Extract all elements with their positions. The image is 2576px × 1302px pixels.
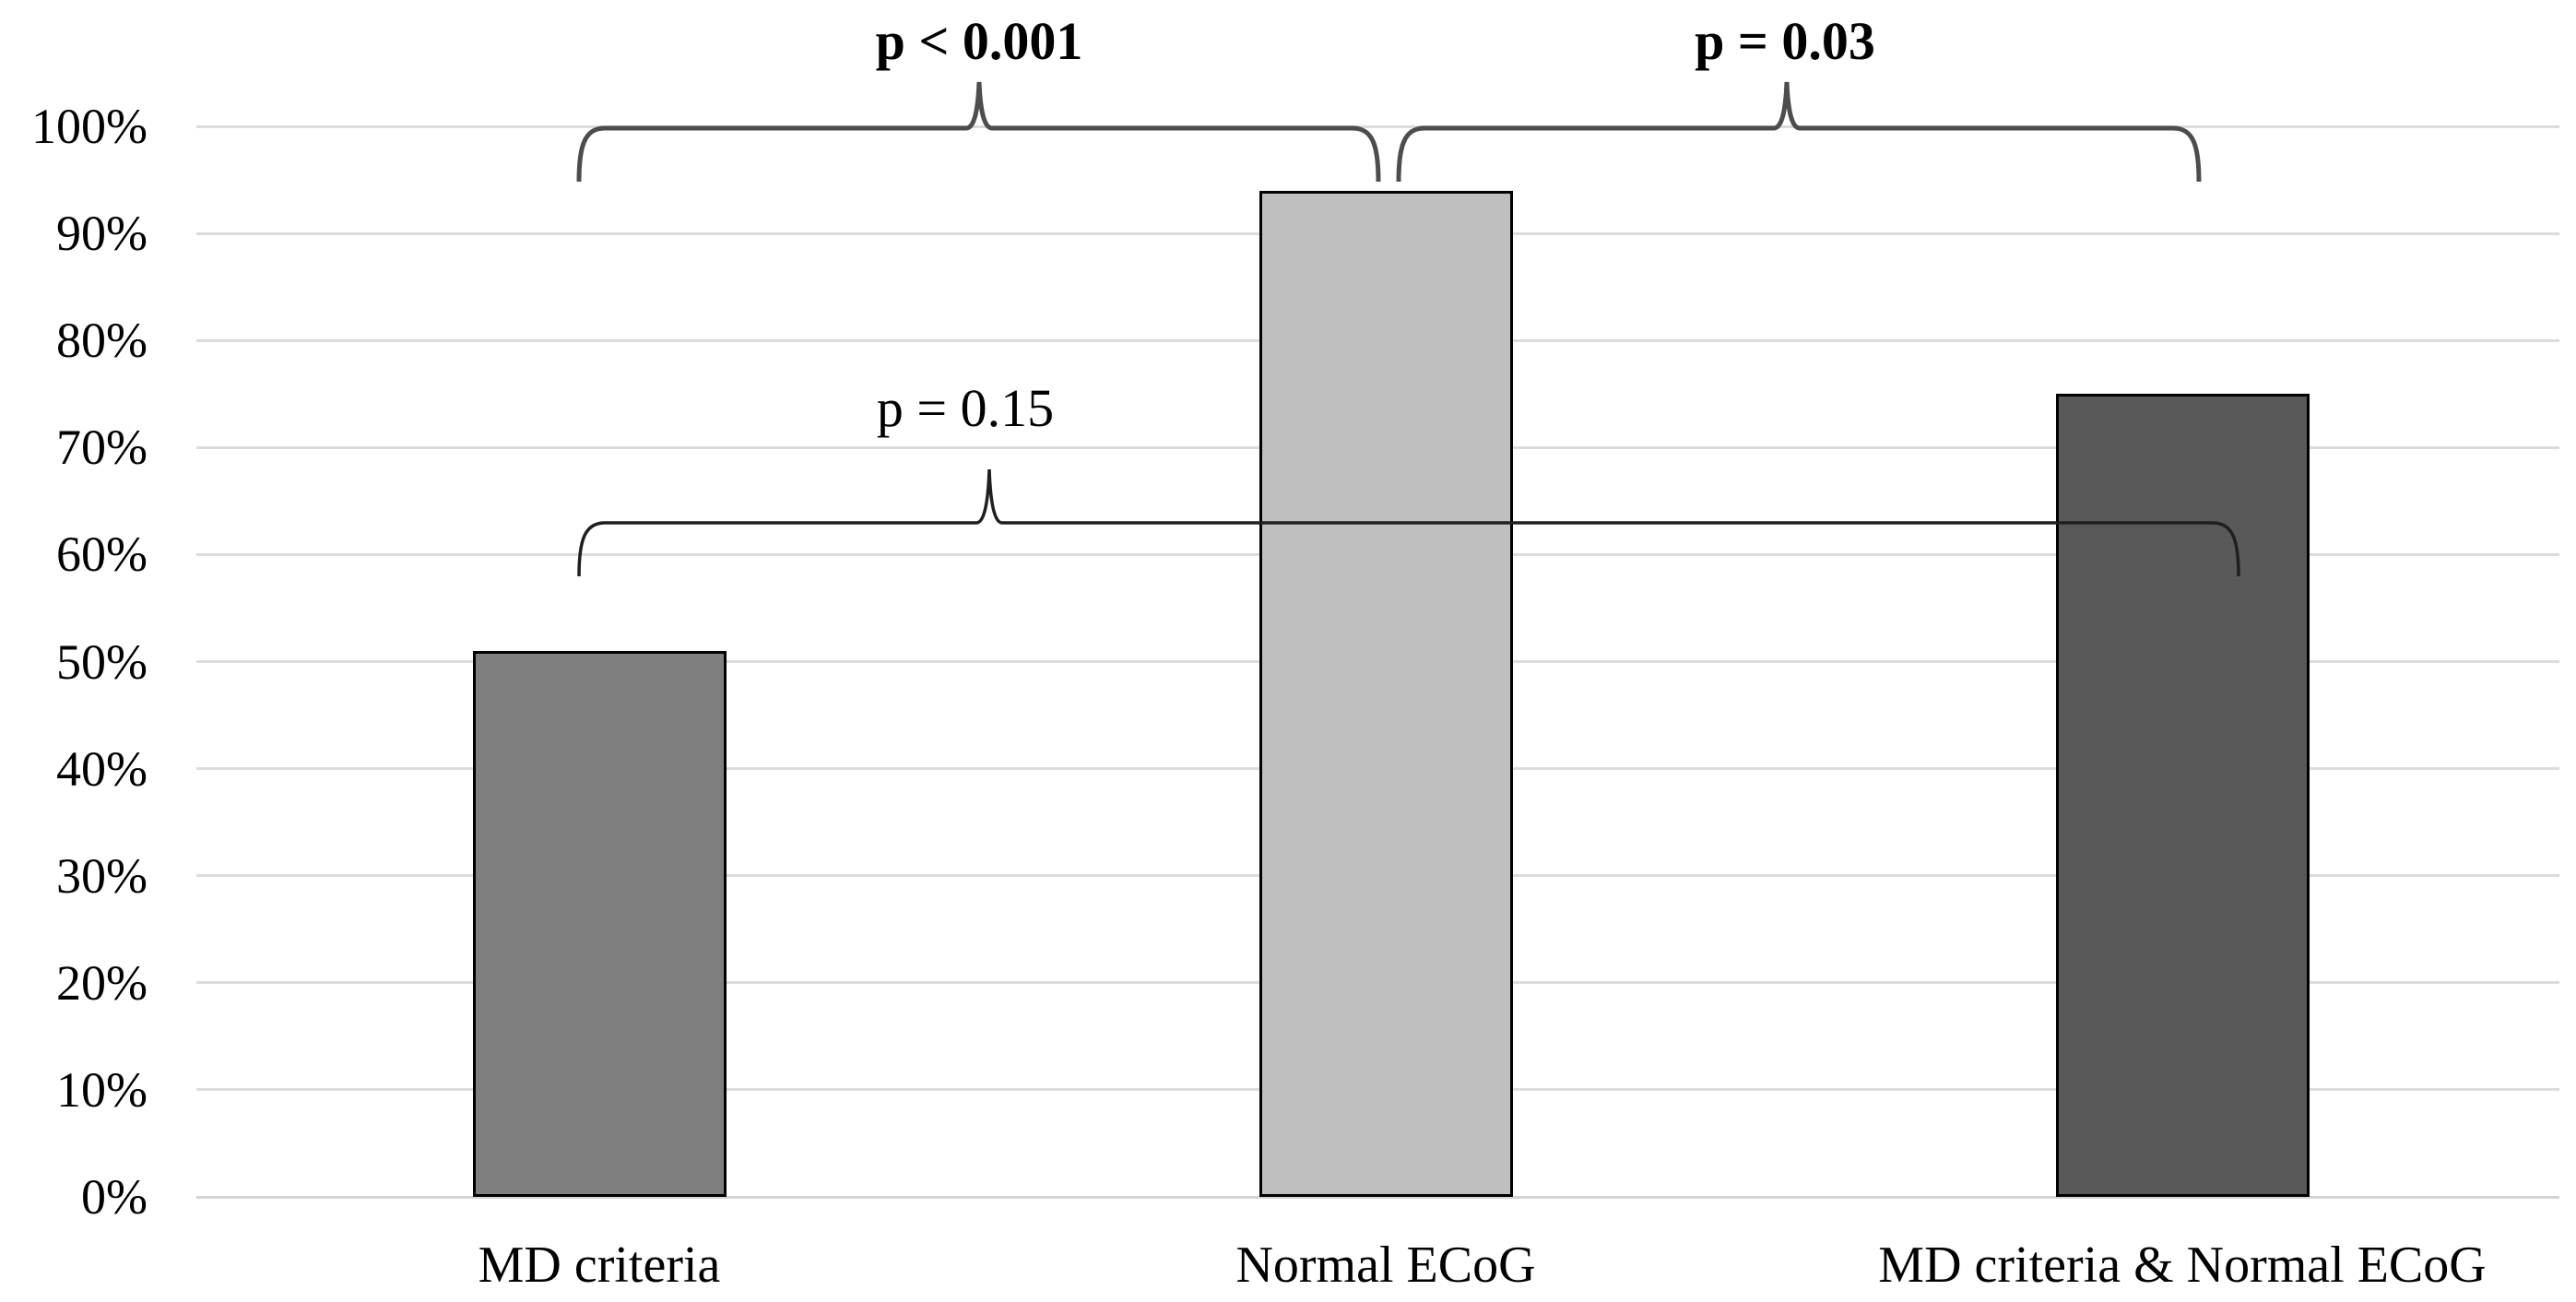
y-axis-tick-label-80: 80% — [56, 313, 148, 369]
bar-normal-ecog — [1258, 190, 1513, 1197]
y-axis-tick-label-0: 0% — [81, 1169, 148, 1225]
bracket-p-003 — [1396, 81, 2202, 183]
y-axis-tick-label-10: 10% — [56, 1061, 148, 1118]
y-axis-tick-label-90: 90% — [56, 206, 148, 262]
x-axis-category-label-1: MD criteria — [478, 1237, 721, 1294]
bracket-p-015 — [577, 468, 2240, 577]
y-axis-tick-label-70: 70% — [56, 420, 148, 476]
x-axis-category-label-2: Normal ECoG — [1235, 1237, 1536, 1294]
bar-md-criteria-normal-ecog — [2055, 394, 2310, 1197]
y-axis-tick-label-50: 50% — [56, 633, 148, 690]
bar-md-criteria — [472, 650, 727, 1197]
y-axis-tick-label-30: 30% — [56, 847, 148, 904]
gridline-0 — [196, 1195, 2559, 1199]
p-value-label-md-vs-normal: p < 0.001 — [875, 11, 1083, 71]
y-axis-tick-label-100: 100% — [31, 99, 148, 154]
y-axis-tick-label-60: 60% — [56, 527, 148, 583]
gridline-100 — [196, 124, 2559, 128]
p-value-label-md-vs-combined: p = 0.15 — [876, 378, 1055, 438]
y-axis-tick-label-40: 40% — [56, 740, 148, 797]
bracket-p-lt-0001 — [576, 81, 1381, 183]
p-value-label-normal-vs-combined: p = 0.03 — [1695, 11, 1875, 71]
x-axis-category-label-3: MD criteria & Normal ECoG — [1878, 1237, 2487, 1294]
y-axis-tick-label-20: 20% — [56, 954, 148, 1011]
